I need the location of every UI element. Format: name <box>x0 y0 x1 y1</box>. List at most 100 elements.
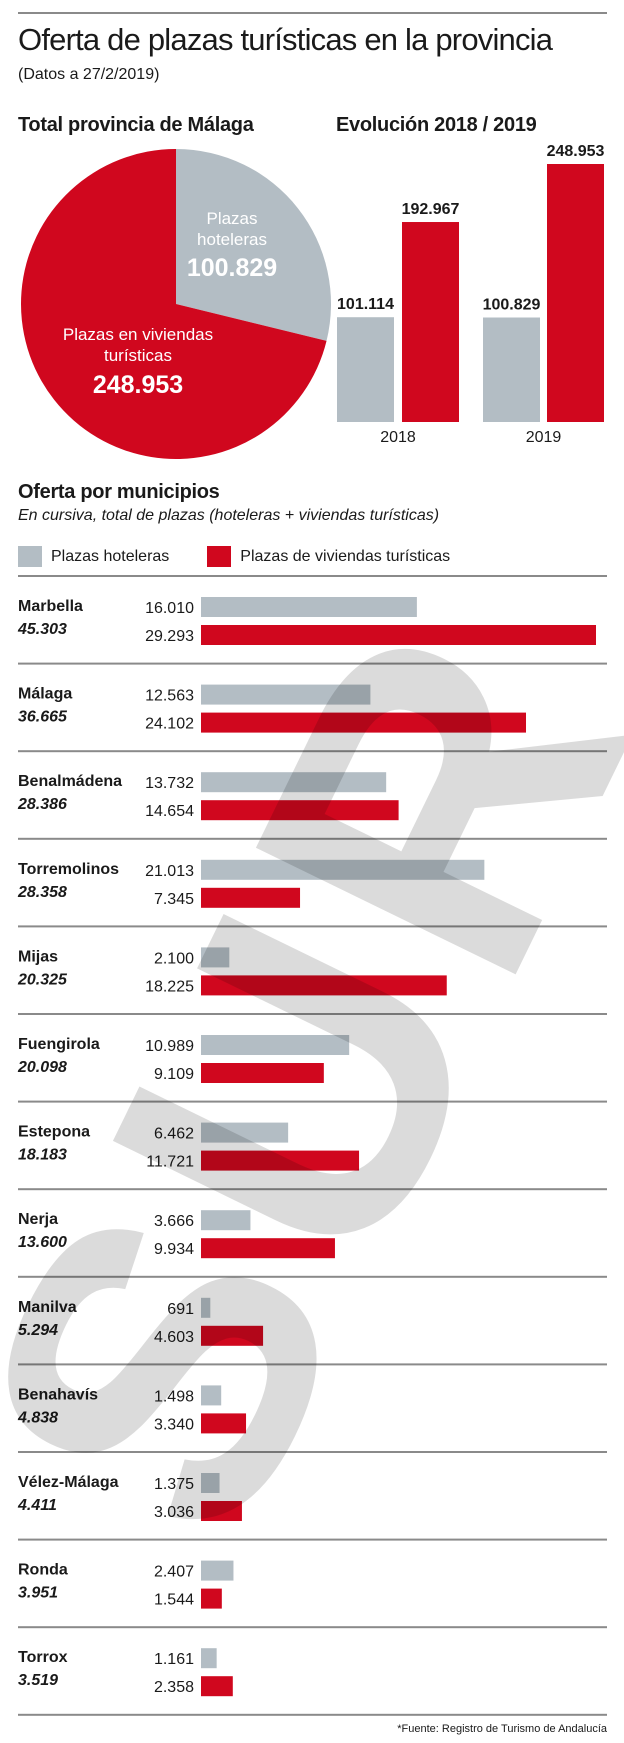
value-hoteleras: 1.375 <box>154 1476 194 1493</box>
bar-value-label: 100.829 <box>483 297 541 314</box>
legend: Plazas hoteleras Plazas de viviendas tur… <box>18 546 450 567</box>
legend-swatch-hoteleras <box>18 546 42 567</box>
row-divider <box>18 1100 607 1103</box>
bar-hoteleras <box>201 1385 222 1406</box>
row-divider <box>18 1626 607 1629</box>
row-divider <box>18 1713 607 1716</box>
bar-viviendas <box>201 625 596 645</box>
page-subtitle: (Datos a 27/2/2019) <box>18 66 160 83</box>
municipio-total: 5.294 <box>18 1322 58 1339</box>
bar-viviendas <box>201 1588 222 1609</box>
bar-2018-0 <box>337 317 394 422</box>
municipio-name: Manilva <box>18 1299 77 1316</box>
bar-viviendas <box>201 887 301 908</box>
municipio-name: Benalmádena <box>18 773 122 790</box>
municipio-name: Marbella <box>18 598 83 615</box>
source-footer: *Fuente: Registro de Turismo de Andalucí… <box>397 1723 607 1735</box>
bar-2019-1 <box>547 164 604 422</box>
legend-label-viviendas: Plazas de viviendas turísticas <box>240 547 451 565</box>
value-viviendas: 11.721 <box>146 1154 194 1171</box>
value-viviendas: 9.934 <box>154 1241 194 1258</box>
municipio-total: 4.838 <box>17 1409 58 1426</box>
value-hoteleras: 21.013 <box>145 863 194 880</box>
bar-hoteleras <box>201 859 485 880</box>
year-label: 2019 <box>526 429 562 446</box>
bar-value-label: 192.967 <box>402 201 460 218</box>
value-hoteleras: 13.732 <box>145 775 194 792</box>
bar-hoteleras <box>201 1473 220 1493</box>
bar-hoteleras <box>201 1648 217 1669</box>
value-viviendas: 29.293 <box>145 628 194 645</box>
bar-hoteleras <box>201 1035 350 1055</box>
pie-slice-1 <box>20 149 327 459</box>
bar-viviendas <box>201 1063 324 1083</box>
bar-viviendas <box>201 1325 264 1346</box>
bar-value-label: 248.953 <box>547 143 605 160</box>
municipio-total: 45.303 <box>17 621 67 638</box>
municipio-name: Estepona <box>18 1124 90 1141</box>
legend-swatch-viviendas <box>207 546 232 567</box>
bar-2018-1 <box>402 222 459 422</box>
municipio-total: 3.519 <box>18 1672 58 1689</box>
bar-2019-0 <box>483 317 540 422</box>
bar-viviendas <box>201 1676 233 1697</box>
municipios-title: Oferta por municipios <box>18 481 220 503</box>
municipio-name: Benahavís <box>18 1386 98 1403</box>
row-divider <box>18 662 607 665</box>
row-divider <box>18 1363 607 1366</box>
bar-hoteleras <box>201 1122 289 1143</box>
bar-hoteleras <box>201 684 371 705</box>
pie-value-viviendas: 248.953 <box>93 371 183 399</box>
municipio-total: 36.665 <box>18 709 68 726</box>
row-divider <box>18 1275 607 1278</box>
bar-hoteleras <box>201 772 387 793</box>
municipio-total: 28.358 <box>17 884 67 901</box>
row-divider <box>18 1188 607 1191</box>
value-viviendas: 24.102 <box>145 716 194 733</box>
bar-viviendas <box>201 1238 335 1259</box>
municipio-total: 4.411 <box>17 1497 57 1514</box>
municipios-chart: Marbella 45.303 16.010 29.293 Málaga 36.665 12… <box>17 575 607 1716</box>
row-divider <box>18 750 607 753</box>
value-hoteleras: 1.498 <box>154 1388 194 1405</box>
bar-value-label: 101.114 <box>337 296 394 313</box>
value-viviendas: 18.225 <box>145 978 194 995</box>
value-viviendas: 1.544 <box>154 1592 194 1609</box>
municipio-name: Fuengirola <box>18 1036 100 1053</box>
row-divider <box>18 575 607 577</box>
bar-hoteleras <box>201 1560 234 1581</box>
municipios-subtitle: En cursiva, total de plazas (hoteleras +… <box>18 507 440 524</box>
pie-label-viviendas: Plazas en viviendas <box>63 325 213 344</box>
municipio-name: Nerja <box>18 1211 58 1228</box>
page-title: Oferta de plazas turísticas en la provin… <box>18 22 553 57</box>
row-divider <box>18 925 607 928</box>
municipio-total: 28.386 <box>17 796 67 813</box>
bar-chart-title: Evolución 2018 / 2019 <box>336 114 537 136</box>
value-hoteleras: 691 <box>167 1301 194 1318</box>
bar-hoteleras <box>201 947 230 968</box>
value-hoteleras: 6.462 <box>154 1126 194 1143</box>
value-viviendas: 3.340 <box>154 1416 194 1433</box>
municipio-name: Torrox <box>18 1649 68 1666</box>
value-viviendas: 4.603 <box>154 1329 194 1346</box>
top-charts: Plazas hoteleras 100.829 Plazas en vivienda… <box>20 143 605 459</box>
bar-viviendas <box>201 1501 242 1521</box>
value-viviendas: 9.109 <box>154 1066 194 1083</box>
value-hoteleras: 10.989 <box>145 1038 194 1055</box>
row-divider <box>18 837 607 840</box>
row-divider <box>18 1013 607 1015</box>
value-viviendas: 14.654 <box>145 803 194 820</box>
municipio-total: 20.325 <box>17 971 68 988</box>
value-hoteleras: 2.100 <box>154 950 194 967</box>
value-viviendas: 3.036 <box>154 1504 194 1521</box>
bar-viviendas <box>201 712 527 733</box>
bar-viviendas <box>201 1150 360 1171</box>
value-hoteleras: 1.161 <box>154 1651 194 1668</box>
pie-slice-0 <box>176 149 331 341</box>
value-hoteleras: 12.563 <box>145 688 194 705</box>
value-hoteleras: 3.666 <box>154 1213 194 1230</box>
bar-viviendas <box>201 800 399 821</box>
top-rule <box>18 12 607 14</box>
municipio-total: 3.951 <box>18 1585 58 1602</box>
bar-hoteleras <box>201 1297 211 1318</box>
